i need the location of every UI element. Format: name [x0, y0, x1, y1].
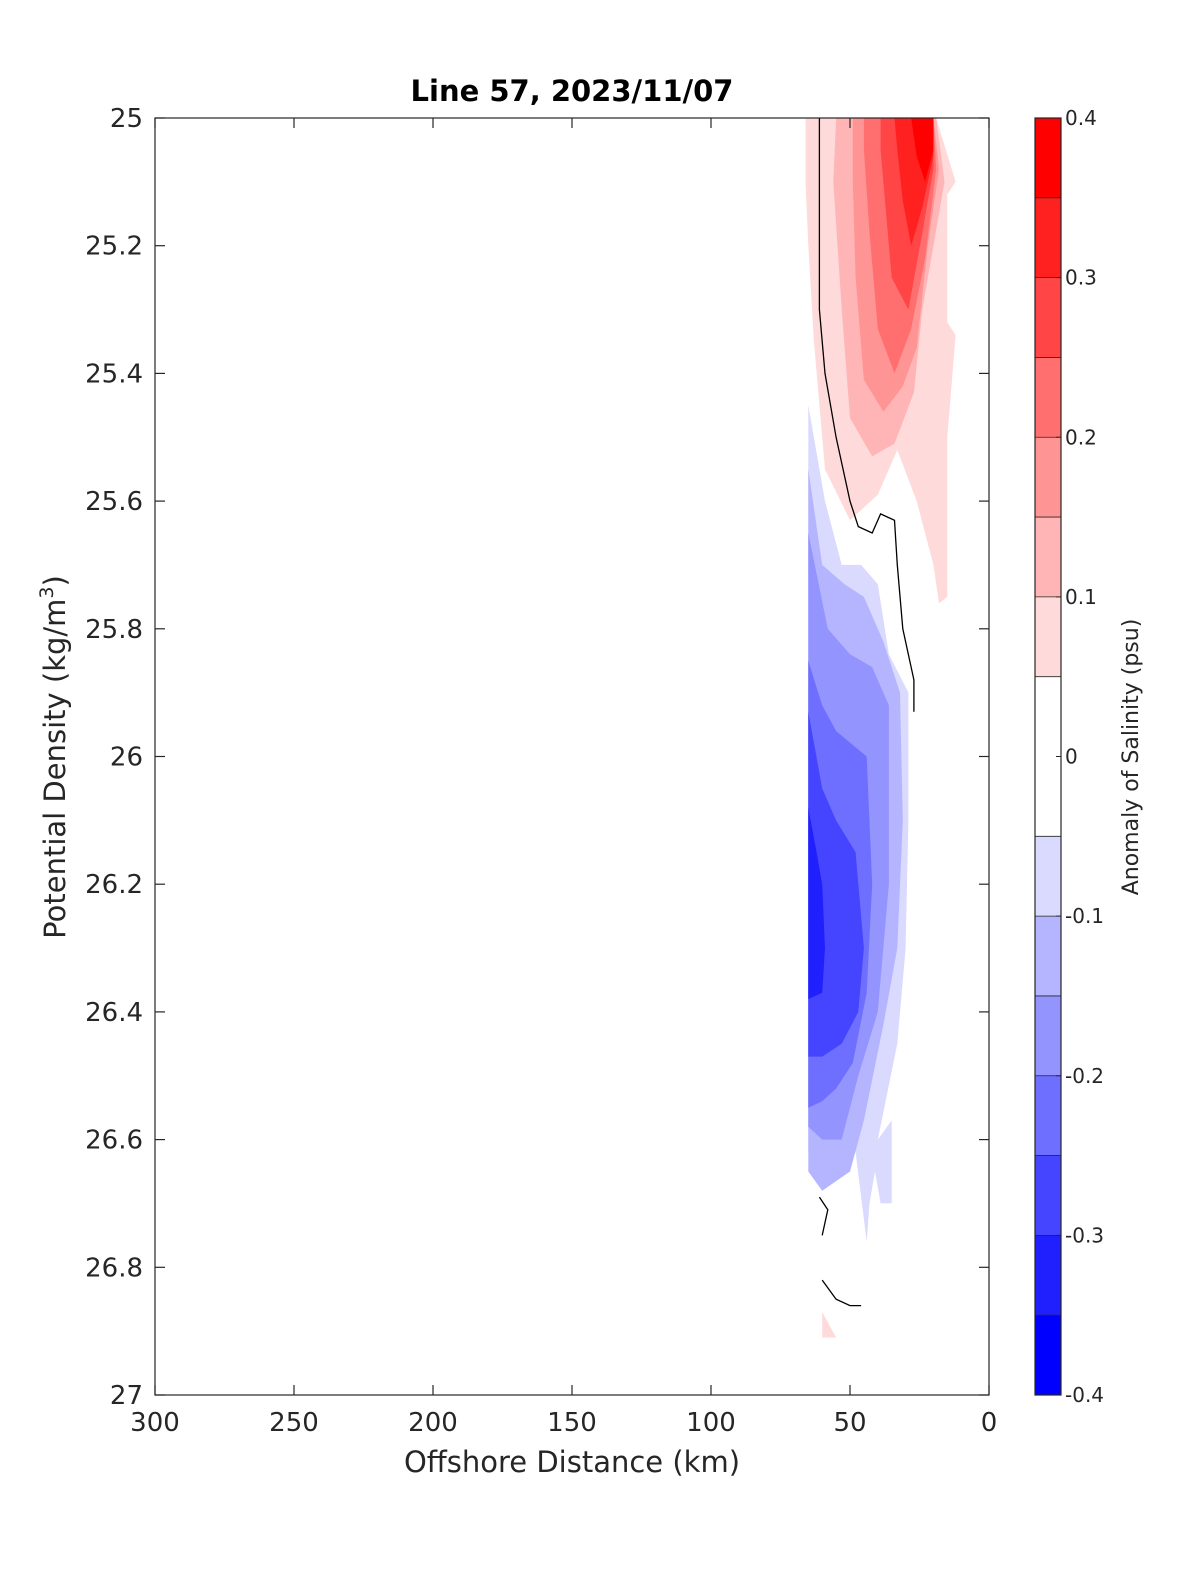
- x-tick-label: 100: [686, 1408, 736, 1438]
- y-tick-label: 26.6: [85, 1126, 143, 1156]
- y-tick-label: 25.8: [85, 615, 143, 645]
- y-tick-label: 27: [110, 1381, 143, 1411]
- chart-title: Line 57, 2023/11/07: [411, 74, 734, 108]
- zero-contour-line-1: [818, 1196, 829, 1236]
- colorbar-band-2: [1035, 1155, 1061, 1236]
- y-tick-label: 25.6: [85, 487, 143, 517]
- colorbar-band-13: [1035, 197, 1061, 278]
- colorbar-band-1: [1035, 1235, 1061, 1316]
- plot-axes: 300 250 200 150 100 50 0 25 25.2 25.4 25.6 25.8 26 26…: [85, 104, 997, 1438]
- colorbar-tick-label: -0.1: [1065, 904, 1104, 928]
- colorbar-band-0: [1035, 1315, 1061, 1395]
- colorbar-tick-label: 0.1: [1065, 585, 1097, 609]
- zero-contour-line-0: [818, 118, 915, 712]
- colorbar-tick-label: 0.3: [1065, 266, 1097, 290]
- colorbar: 0.4 0.3 0.2 0.1 0 -0.1 -0.2 -0.3 -0.4: [1034, 106, 1104, 1407]
- y-axis-title-end: ): [38, 575, 72, 586]
- y-tick-label: 26.2: [85, 870, 143, 900]
- y-tick-label: 25.4: [85, 359, 143, 389]
- y-tick-label: 26.4: [85, 998, 143, 1028]
- colorbar-band-9: [1035, 517, 1061, 597]
- colorbar-band-3: [1035, 1075, 1061, 1156]
- contour-region-6: [911, 118, 934, 182]
- contour-region-13: [822, 1312, 837, 1338]
- y-tick-label: 26.8: [85, 1253, 143, 1283]
- colorbar-tick-label: 0: [1065, 745, 1078, 769]
- colorbar-band-10: [1035, 437, 1061, 518]
- colorbar-tick-label: -0.2: [1065, 1064, 1104, 1088]
- colorbar-band-5: [1035, 916, 1061, 996]
- y-tick-label: 25.2: [85, 232, 143, 262]
- x-tick-label: 150: [547, 1408, 597, 1438]
- x-tick-label: 300: [130, 1408, 180, 1438]
- x-tick-label: 50: [833, 1408, 866, 1438]
- y-axis-title-superscript: 3: [36, 586, 58, 598]
- colorbar-title: Anomaly of Salinity (psu): [1119, 619, 1144, 896]
- colorbar-band-4: [1035, 995, 1061, 1076]
- colorbar-band-6: [1035, 836, 1061, 917]
- x-tick-label: 0: [981, 1408, 998, 1438]
- colorbar-tick-label: -0.4: [1065, 1383, 1104, 1407]
- y-tick-label: 25: [110, 104, 143, 134]
- x-axis-title: Offshore Distance (km): [404, 1445, 740, 1479]
- colorbar-tick-label: 0.4: [1065, 106, 1097, 130]
- colorbar-tick-label: 0.2: [1065, 425, 1097, 449]
- colorbar-band-8: [1035, 596, 1061, 677]
- x-tick-label: 250: [269, 1408, 319, 1438]
- colorbar-band-12: [1035, 277, 1061, 358]
- colorbar-band-11: [1035, 357, 1061, 438]
- y-axis-title: Potential Density (kg/m3): [36, 575, 72, 939]
- contour-plot-area: [805, 118, 956, 1338]
- colorbar-band-14: [1035, 118, 1061, 198]
- zero-contour-line-2: [821, 1279, 862, 1307]
- contour-region-12: [808, 807, 825, 1000]
- y-axis-title-main: Potential Density (kg/m: [38, 599, 72, 939]
- colorbar-tick-label: -0.3: [1065, 1223, 1104, 1247]
- x-tick-label: 200: [408, 1408, 458, 1438]
- y-tick-label: 26: [110, 743, 143, 773]
